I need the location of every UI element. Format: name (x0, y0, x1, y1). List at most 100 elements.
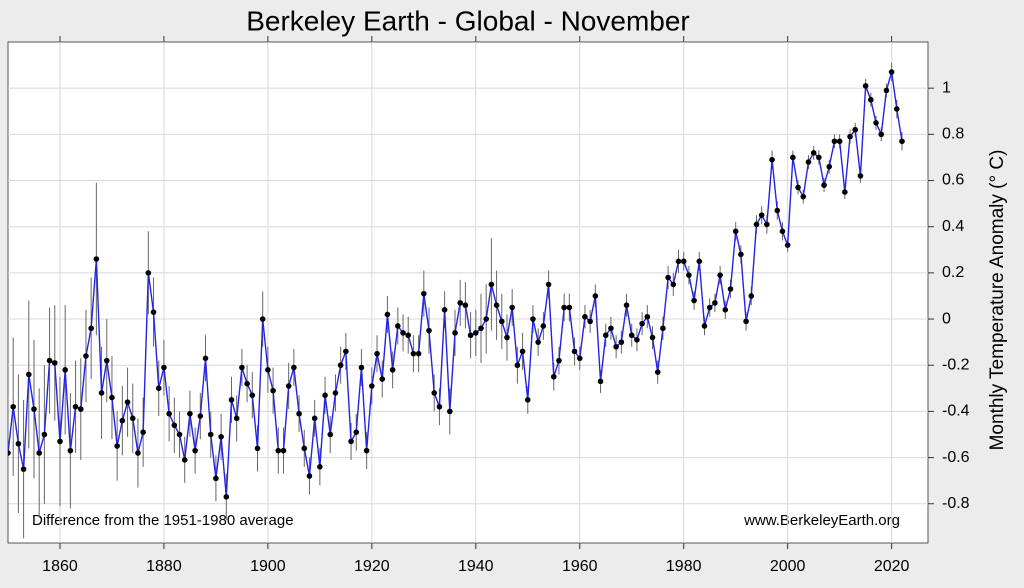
data-point (748, 293, 755, 299)
y-tick-label: 0.6 (942, 172, 964, 189)
data-point (628, 332, 635, 339)
data-point (878, 131, 885, 138)
data-point (545, 281, 552, 288)
x-tick-label: 1860 (42, 558, 78, 575)
data-point (571, 348, 578, 355)
data-point (670, 281, 677, 288)
data-point (155, 385, 162, 392)
data-point (493, 302, 500, 308)
data-point (634, 337, 640, 343)
data-point (254, 445, 261, 452)
data-point (249, 392, 256, 399)
data-point (826, 163, 833, 170)
data-point (332, 390, 339, 396)
data-point (836, 138, 843, 145)
data-point (483, 316, 489, 322)
data-point (291, 364, 297, 371)
data-point (10, 403, 16, 410)
data-point (810, 150, 817, 156)
axes: 1860 1880 1900 1920 1940 1960 1980 2000 2020 -0.8… (42, 36, 970, 575)
data-point (265, 367, 271, 373)
data-point (317, 464, 323, 470)
y-tick-label: -0.8 (942, 495, 970, 512)
data-point (790, 154, 796, 161)
x-tick-label: 1960 (562, 558, 598, 575)
data-point (800, 193, 807, 200)
data-point (358, 364, 365, 371)
data-point (722, 307, 729, 313)
data-point (696, 258, 703, 265)
data-point (124, 399, 131, 405)
data-point (649, 334, 656, 341)
data-point (379, 376, 386, 382)
grid (8, 42, 928, 543)
x-tick-label: 1940 (458, 558, 494, 575)
data-point (161, 364, 167, 371)
data-point (72, 403, 79, 410)
data-point (103, 357, 110, 364)
data-point (457, 300, 464, 306)
data-point (764, 221, 770, 228)
data-point (135, 450, 141, 456)
data-point (753, 221, 760, 228)
data-point (384, 311, 391, 318)
x-tick-label: 1900 (250, 558, 286, 575)
data-point (462, 302, 469, 308)
data-point (873, 120, 879, 126)
data-point (561, 304, 567, 311)
data-point (285, 383, 292, 389)
y-tick-label: 0.4 (942, 218, 964, 235)
data-point (738, 251, 744, 258)
data-point (374, 350, 380, 357)
x-tick-label: 2020 (874, 558, 910, 575)
data-point (691, 297, 697, 304)
data-point (675, 258, 682, 265)
data-point (660, 325, 666, 332)
data-point (467, 332, 474, 339)
data-point (192, 447, 198, 454)
data-point (197, 413, 204, 419)
data-point (218, 433, 224, 440)
data-point (51, 360, 58, 366)
data-point (363, 447, 370, 454)
data-point (608, 325, 614, 332)
data-point (348, 438, 354, 445)
data-point (67, 447, 74, 454)
data-point (20, 466, 27, 472)
data-point (852, 126, 859, 133)
y-tick-label: 1 (942, 79, 951, 96)
data-point (415, 350, 422, 357)
data-point (93, 256, 100, 262)
data-point (114, 443, 120, 449)
data-point (353, 429, 360, 435)
data-point (514, 362, 521, 369)
data-point (88, 325, 94, 332)
data-point (8, 450, 11, 456)
data-point (369, 383, 375, 389)
data-point (597, 378, 604, 385)
y-tick-label: -0.6 (942, 449, 970, 466)
data-point (566, 304, 573, 311)
data-point (535, 339, 541, 345)
data-point (441, 307, 448, 313)
data-point (868, 96, 874, 103)
data-point (311, 415, 318, 422)
data-point (301, 445, 308, 452)
data-point (25, 371, 32, 378)
data-point (421, 290, 427, 297)
data-point (842, 189, 848, 195)
data-point (31, 406, 37, 412)
data-point (732, 228, 739, 235)
data-point (784, 242, 791, 248)
y-tick-label: -0.2 (942, 356, 970, 373)
data-point (478, 325, 484, 332)
data-point (150, 309, 157, 315)
data-point (400, 330, 406, 336)
data-point (140, 429, 146, 435)
data-point (166, 410, 172, 417)
data-point (576, 355, 583, 362)
data-point (582, 313, 588, 320)
data-point (83, 353, 89, 359)
data-point (540, 323, 547, 329)
data-point (46, 357, 53, 364)
